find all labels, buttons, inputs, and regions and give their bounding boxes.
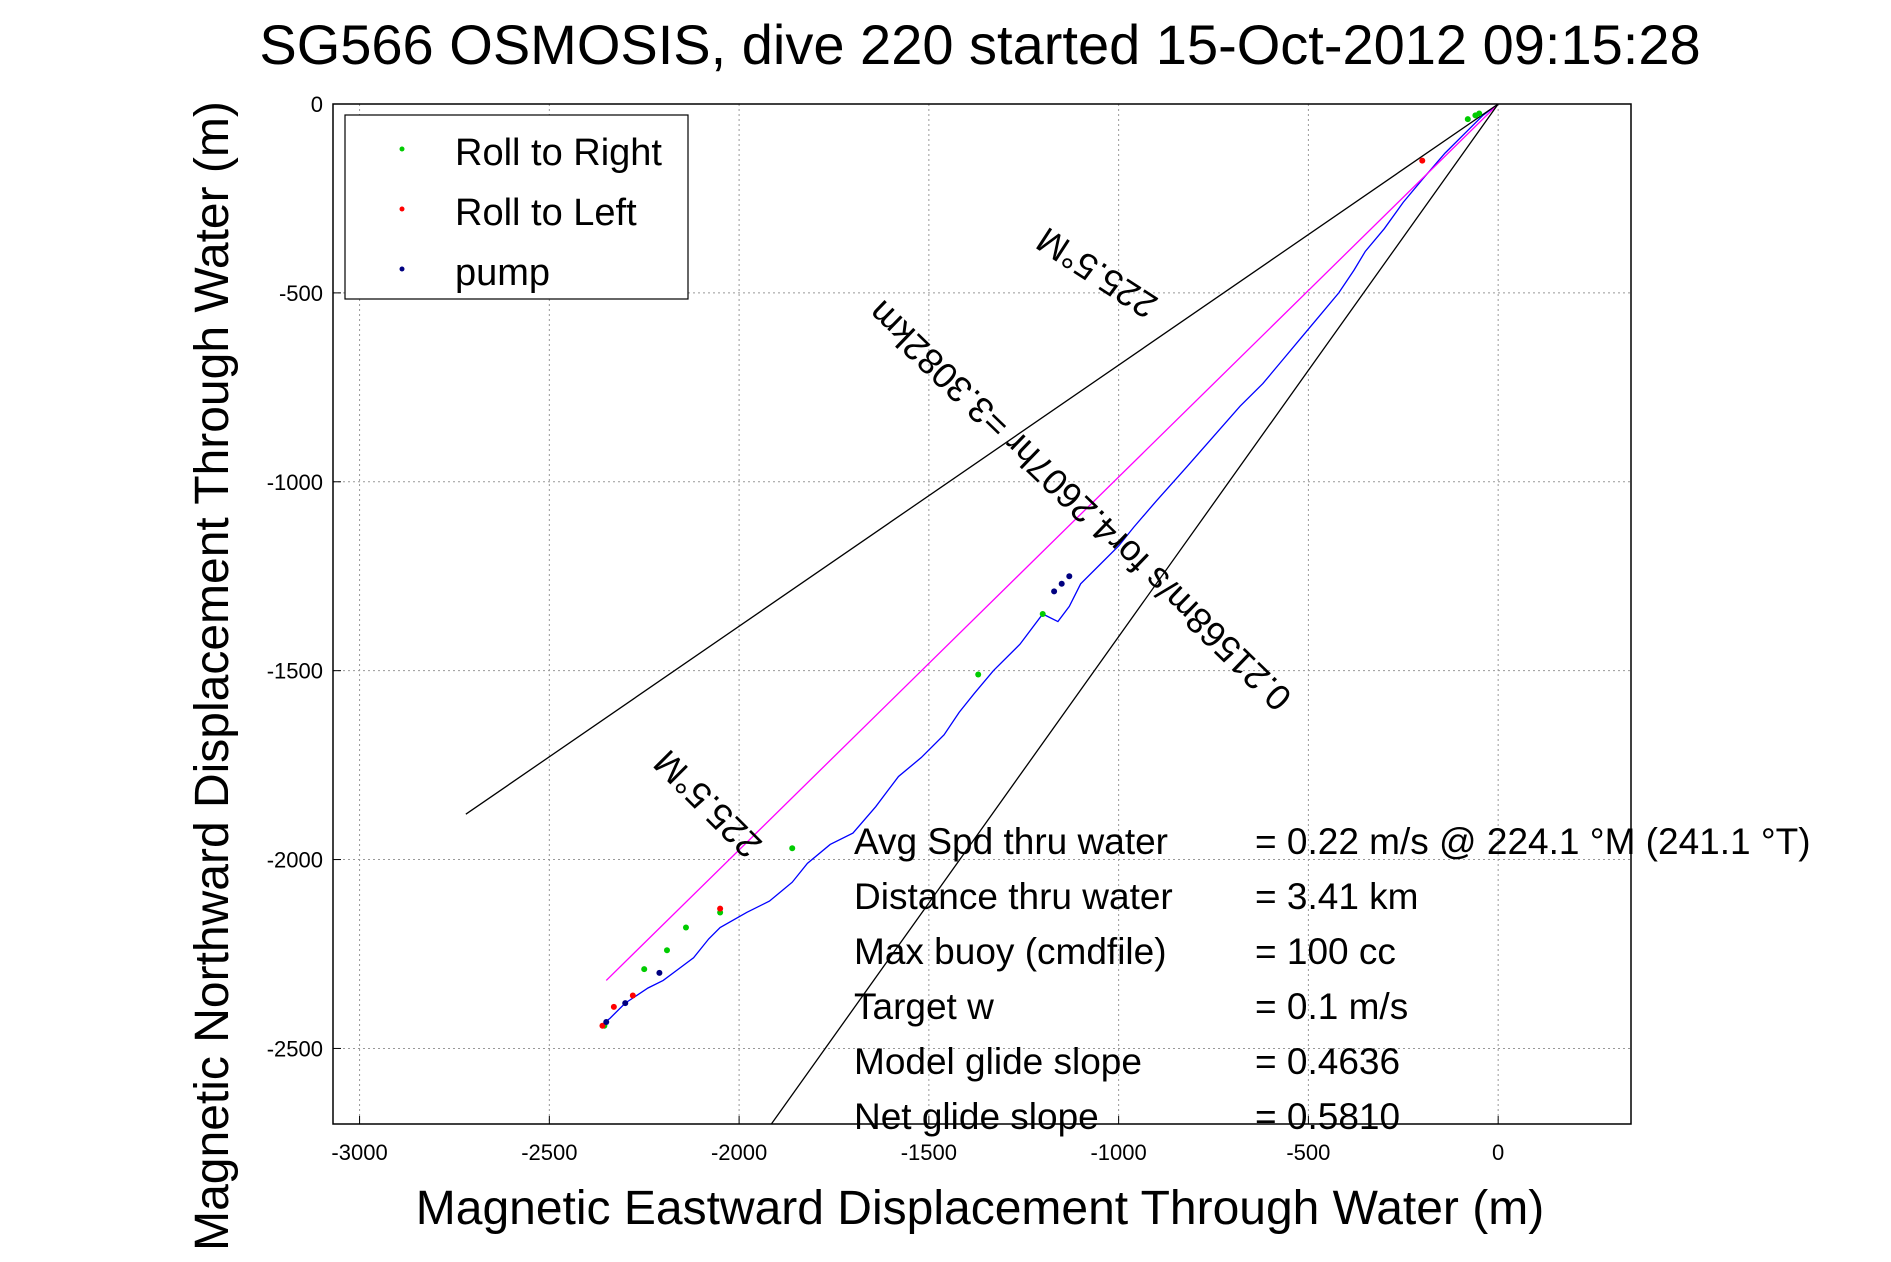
stats-panel: Avg Spd thru water = 0.22 m/s @ 224.1 °M … xyxy=(854,821,1811,1137)
x-axis-label: Magnetic Eastward Displacement Through W… xyxy=(416,1182,1544,1235)
stat-value: = 0.5810 xyxy=(1255,1096,1400,1137)
marker-roll-right xyxy=(975,671,982,678)
y-tick-label: -2500 xyxy=(267,1036,323,1061)
marker-pump xyxy=(1058,580,1065,587)
legend-marker xyxy=(399,206,405,212)
chart-title: SG566 OSMOSIS, dive 220 started 15-Oct-2… xyxy=(259,13,1700,76)
legend-label: Roll to Right xyxy=(455,132,662,174)
marker-roll-left xyxy=(717,905,724,912)
y-axis-label: Magnetic Northward Displacement Through … xyxy=(186,101,239,1251)
x-tick-label: -2500 xyxy=(521,1140,577,1165)
tick-layer: -3000 -2500 -2000 -1500 -1000 -500 0 0 -500 -1000… xyxy=(267,92,1505,1165)
marker-pump xyxy=(1066,573,1073,580)
plot-area xyxy=(465,103,1499,1125)
series-line-1 xyxy=(605,103,1499,981)
stat-value: = 0.4636 xyxy=(1255,1041,1400,1082)
x-tick-label: -3000 xyxy=(331,1140,387,1165)
marker-pump xyxy=(656,969,663,976)
marker-pump xyxy=(622,1000,629,1007)
marker-roll-left xyxy=(599,1022,606,1029)
marker-roll-right xyxy=(1039,611,1046,617)
marker-roll-left xyxy=(629,992,636,999)
marker-roll-right xyxy=(682,924,689,931)
y-tick-label: -1000 xyxy=(267,470,323,495)
x-tick-label: -2000 xyxy=(711,1140,767,1165)
marker-layer xyxy=(599,110,1483,1029)
stat-label: Model glide slope xyxy=(854,1041,1142,1082)
marker-roll-right xyxy=(663,947,670,954)
stat-value: = 0.1 m/s xyxy=(1255,986,1408,1027)
stat-label: Target w xyxy=(854,986,994,1027)
annotation-layer: 225.5°M0.21568m/s for4.2607hr =3.3082km2… xyxy=(645,219,1299,866)
x-tick-label: -500 xyxy=(1286,1140,1330,1165)
series-line-2 xyxy=(465,103,1499,815)
axes-box xyxy=(332,103,1632,1125)
stat-label: Distance thru water xyxy=(854,876,1173,917)
marker-roll-right xyxy=(789,845,796,852)
marker-roll-left xyxy=(610,1003,617,1010)
stat-value: = 100 cc xyxy=(1255,931,1396,972)
y-tick-label: -500 xyxy=(279,281,323,306)
legend-marker xyxy=(399,146,405,152)
x-tick-label: -1000 xyxy=(1090,1140,1146,1165)
annotation-label: 225.5°M xyxy=(645,742,769,866)
y-tick-label: -2000 xyxy=(267,848,323,873)
x-tick-label: 0 xyxy=(1492,1140,1504,1165)
marker-roll-right xyxy=(641,966,648,973)
y-tick-label: 0 xyxy=(311,92,323,117)
series-line-3 xyxy=(770,103,1499,1125)
stat-value: = 3.41 km xyxy=(1255,876,1419,917)
stat-label: Max buoy (cmdfile) xyxy=(854,931,1167,972)
marker-pump xyxy=(1051,588,1058,595)
marker-pump xyxy=(603,1019,610,1025)
stat-label: Avg Spd thru water xyxy=(854,821,1168,862)
marker-roll-right xyxy=(1476,110,1483,117)
stat-label: Net glide slope xyxy=(854,1096,1099,1137)
marker-roll-left xyxy=(1419,157,1426,164)
legend-label: pump xyxy=(455,252,550,294)
y-tick-label: -1500 xyxy=(267,659,323,684)
stat-value: = 0.22 m/s @ 224.1 °M (241.1 °T) xyxy=(1255,821,1811,862)
marker-roll-right xyxy=(1464,116,1471,123)
annotation-label: 225.5°M xyxy=(1029,219,1164,327)
legend-marker xyxy=(399,266,405,272)
annotation-label: 0.21568m/s for4.2607hr =3.3082km xyxy=(860,293,1300,719)
legend-label: Roll to Left xyxy=(455,192,637,234)
legend: Roll to Right Roll to Left pump xyxy=(344,114,689,300)
x-tick-label: -1500 xyxy=(901,1140,957,1165)
